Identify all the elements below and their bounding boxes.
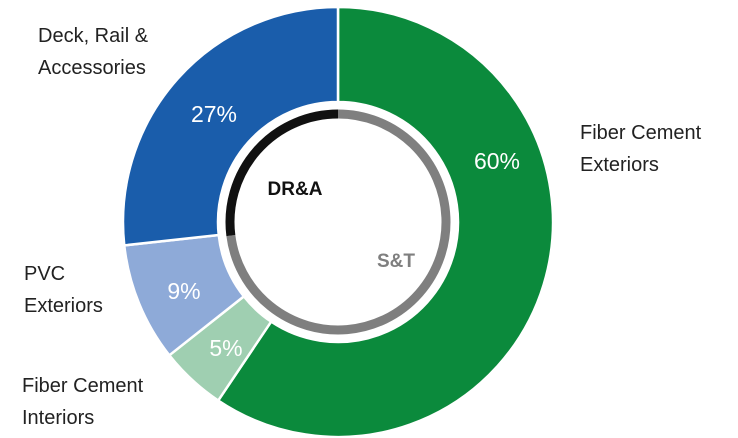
value-label: 9% <box>167 278 200 304</box>
category-label: Fiber Cement Interiors <box>22 375 144 429</box>
category-label: Fiber Cement Exteriors <box>580 122 702 176</box>
category-label: Deck, Rail & Accessories <box>38 25 149 79</box>
inner-ring-arc <box>226 109 451 335</box>
value-label: 27% <box>191 101 237 127</box>
slice <box>216 5 555 438</box>
value-label: 5% <box>209 335 242 361</box>
inner-ring-label: S&T <box>377 251 415 272</box>
inner-ring-arc <box>225 109 339 237</box>
slice <box>121 5 340 247</box>
value-label: 60% <box>474 148 520 174</box>
inner-ring-label: DR&A <box>268 179 323 200</box>
category-label: PVC Exteriors <box>24 263 103 317</box>
